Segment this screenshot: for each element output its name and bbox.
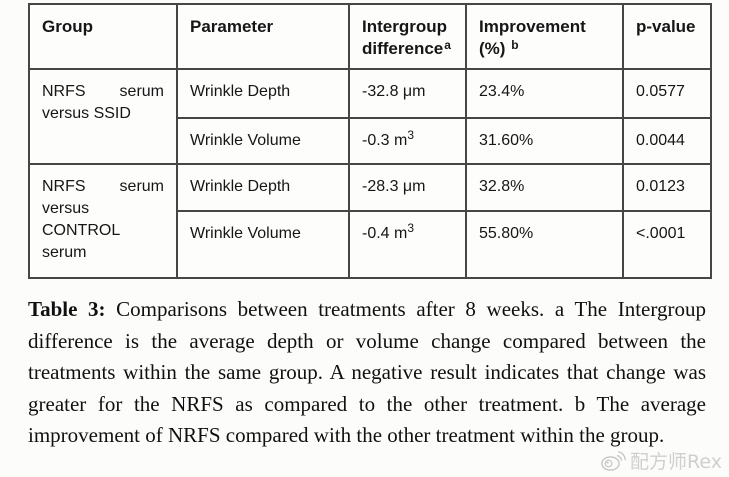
p-value: <.0001 [636, 225, 686, 242]
cell-improvement: 23.4% [465, 68, 624, 119]
cell-p-value: <.0001 [622, 210, 712, 279]
cell-p-value: 0.0123 [622, 163, 712, 212]
footnote-marker-a: a [444, 38, 451, 52]
cell-improvement: 31.60% [465, 117, 624, 165]
group-name-line: serum [42, 244, 87, 261]
parameter-value: Wrinkle Depth [190, 178, 291, 195]
cell-p-value: 0.0044 [622, 117, 712, 165]
cell-intergroup-difference: -0.3 m3 [348, 117, 467, 165]
watermark-text: 配方师Rex [630, 451, 722, 473]
header-improvement-label: Improvement (%) [479, 17, 586, 58]
parameter-value: Wrinkle Volume [190, 225, 301, 242]
group-name-line: versus [42, 200, 90, 217]
group-cell-nrfs-vs-control: NRFS serum versus CONTROL serum [28, 163, 178, 279]
difference-exponent: 3 [407, 128, 415, 142]
table-row: Wrinkle Volume -0.3 m3 31.60% 0.0044 [29, 117, 712, 165]
header-intergroup-difference: Intergroup differencea [348, 3, 467, 70]
cell-improvement: 55.80% [465, 210, 624, 279]
cell-improvement: 32.8% [465, 163, 624, 212]
table-row: Wrinkle Volume -0.4 m3 55.80% <.0001 [29, 210, 712, 279]
header-group: Group [28, 3, 178, 70]
group-name-line: NRFS serum [42, 176, 164, 198]
group-name-line: CONTROL [42, 222, 121, 239]
difference-value: -0.3 m [362, 132, 408, 149]
parameter-value: Wrinkle Volume [190, 132, 301, 149]
cell-intergroup-difference: -28.3 μm [348, 163, 467, 212]
footnote-marker-b: b [511, 38, 519, 52]
p-value: 0.0044 [636, 132, 685, 149]
cell-parameter: Wrinkle Depth [176, 68, 350, 119]
group-cell-nrfs-vs-ssid: NRFS serum versus SSID [28, 68, 178, 165]
header-group-label: Group [42, 17, 93, 36]
weibo-icon [601, 450, 627, 471]
header-row: Group Parameter Intergroup differencea I… [28, 3, 712, 70]
cell-parameter: Wrinkle Depth [176, 163, 350, 212]
results-table-wrap: Group Parameter Intergroup differencea I… [28, 3, 712, 279]
group-name-word: NRFS [42, 178, 86, 195]
parameter-value: Wrinkle Depth [190, 83, 291, 100]
header-intergroup-label: Intergroup difference [362, 17, 447, 58]
improvement-value: 31.60% [479, 132, 534, 149]
cell-p-value: 0.0577 [622, 68, 712, 119]
p-value: 0.0577 [636, 83, 685, 100]
difference-exponent: 3 [407, 221, 415, 235]
caption-label: Table 3: [28, 297, 106, 321]
caption-text: Comparisons between treatments after 8 w… [28, 297, 706, 447]
improvement-value: 32.8% [479, 178, 525, 195]
cell-intergroup-difference: -32.8 μm [348, 68, 467, 119]
group-name-word: serum [119, 83, 164, 100]
comparison-table: Group Parameter Intergroup differencea I… [28, 3, 712, 279]
group-name-line: NRFS serum [42, 81, 164, 103]
difference-value: -28.3 μm [362, 178, 426, 195]
improvement-value: 23.4% [479, 83, 525, 100]
group-name-word: serum [119, 178, 164, 195]
group-name-line: versus SSID [42, 105, 131, 122]
cell-parameter: Wrinkle Volume [176, 210, 350, 279]
group-name-word: NRFS [42, 83, 86, 100]
cell-intergroup-difference: -0.4 m3 [348, 210, 467, 279]
watermark: 配方师Rex [600, 447, 722, 474]
p-value: 0.0123 [636, 178, 685, 195]
difference-value: -0.4 m [362, 225, 408, 242]
table-row: NRFS serum versus CONTROL serum Wrinkle … [28, 163, 712, 279]
table-caption: Table 3: Comparisons between treatments … [28, 294, 706, 452]
header-p-value: p-value [622, 3, 712, 70]
improvement-value: 55.80% [479, 225, 534, 242]
header-p-value-label: p-value [636, 17, 696, 36]
table-row: NRFS serum versus SSID Wrinkle Depth -32… [28, 68, 712, 165]
header-parameter: Parameter [176, 3, 350, 70]
cell-parameter: Wrinkle Volume [176, 117, 350, 165]
difference-value: -32.8 μm [362, 83, 426, 100]
header-improvement: Improvement (%) b [465, 3, 624, 70]
header-parameter-label: Parameter [190, 17, 274, 36]
